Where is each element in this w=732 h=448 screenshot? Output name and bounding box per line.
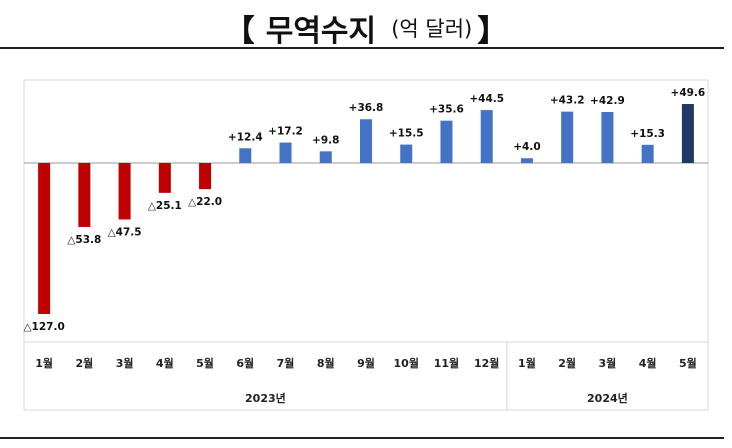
data-label: +42.9 [590,95,625,107]
category-label: 8월 [317,356,335,370]
data-label: +15.3 [630,128,665,140]
bar [601,112,613,163]
data-label: +36.8 [349,102,384,114]
category-label: 5월 [196,356,214,370]
bar [481,110,493,163]
data-label: +49.6 [671,87,706,99]
bar [78,163,90,227]
data-label: +15.5 [389,128,424,140]
category-label: 4월 [639,356,657,370]
data-label: △47.5 [108,226,142,238]
category-label: 2월 [75,356,93,370]
category-label: 1월 [35,356,53,370]
data-label: △127.0 [23,321,64,333]
category-label: 7월 [277,356,295,370]
data-label: +44.5 [469,93,504,105]
category-label: 5월 [679,356,697,370]
category-label: 11월 [434,356,459,370]
category-label: 10월 [394,356,419,370]
category-label: 2월 [558,356,576,370]
bar [320,151,332,163]
bar [561,112,573,163]
bar [38,163,50,314]
bar [159,163,171,193]
bar [400,145,412,163]
bar [642,145,654,163]
bottom-rule [0,437,724,439]
bar [239,148,251,163]
category-label: 3월 [599,356,617,370]
data-label: +12.4 [228,131,263,143]
bar [682,104,694,163]
data-label: +35.6 [429,104,464,116]
bar [119,163,131,219]
category-label: 3월 [116,356,134,370]
data-label: +17.2 [268,126,303,138]
year-label: 2023년 [245,391,286,405]
data-label: +9.8 [312,134,339,146]
data-label: +43.2 [550,95,585,107]
bar [280,143,292,163]
bar [360,119,372,163]
data-label: +4.0 [513,141,540,153]
year-label: 2024년 [587,391,628,405]
bar [521,158,533,163]
category-label: 6월 [236,356,254,370]
bar [199,163,211,189]
category-label: 12월 [474,356,499,370]
data-label: △53.8 [67,234,101,246]
data-label: △22.0 [188,196,222,208]
category-label: 4월 [156,356,174,370]
category-label: 9월 [357,356,375,370]
data-label: △25.1 [148,200,182,212]
category-label: 1월 [518,356,536,370]
bar [440,121,452,163]
